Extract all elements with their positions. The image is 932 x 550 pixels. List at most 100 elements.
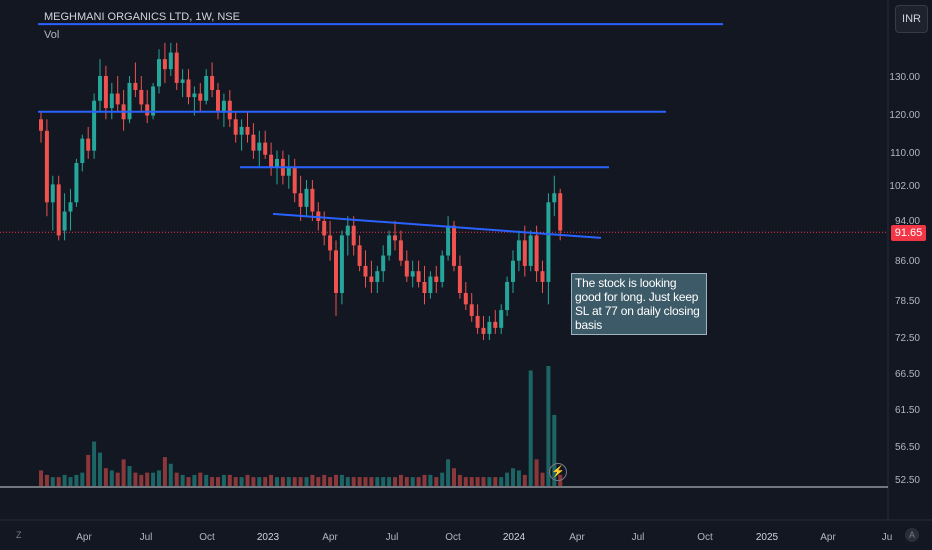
y-axis-tick-label: 61.50 xyxy=(895,405,920,416)
volume-bar xyxy=(522,474,527,486)
candle-body xyxy=(310,188,315,212)
candle-body xyxy=(410,271,415,277)
candle-body xyxy=(275,158,279,168)
volume-bar xyxy=(546,366,551,486)
volume-bar xyxy=(180,474,185,486)
volume-bar xyxy=(198,472,203,486)
volume-bar xyxy=(168,463,173,486)
candle-body xyxy=(198,93,203,101)
volume-bar xyxy=(534,459,539,486)
volume-bar xyxy=(50,477,55,486)
volume-bar xyxy=(416,477,421,486)
volume-bar xyxy=(351,477,356,486)
x-axis-tick-label: 2025 xyxy=(756,532,779,543)
volume-bar xyxy=(157,470,161,486)
candle-body xyxy=(463,293,468,305)
volume-bar xyxy=(328,477,333,486)
candle-body xyxy=(62,211,67,231)
candle-body xyxy=(269,154,274,168)
candle-body xyxy=(245,126,250,135)
candle-body xyxy=(499,310,504,328)
candle-body xyxy=(204,76,209,101)
volume-bar xyxy=(92,441,97,486)
x-axis-tick-label: Jul xyxy=(632,532,645,543)
volume-bar xyxy=(316,477,321,486)
volume-bar xyxy=(469,477,474,486)
currency-button[interactable]: INR xyxy=(895,5,928,33)
volume-bar xyxy=(481,477,486,486)
volume-bar xyxy=(440,472,445,486)
volume-bar xyxy=(286,477,291,486)
candle-body xyxy=(186,79,191,98)
volume-bar xyxy=(227,474,232,486)
x-axis-tick-label: 2023 xyxy=(257,532,280,543)
candle-body xyxy=(558,193,563,231)
candle-body xyxy=(398,240,403,261)
volume-bar xyxy=(446,459,451,486)
candle-body xyxy=(133,82,138,90)
zoom-corner-label[interactable]: Z xyxy=(16,530,22,540)
volume-bar xyxy=(505,472,510,486)
x-axis-tick-label: Apr xyxy=(322,532,338,543)
candle-body xyxy=(534,235,539,272)
volume-bar xyxy=(552,414,557,486)
candle-body xyxy=(180,79,185,83)
candle-body xyxy=(157,59,161,87)
candle-body xyxy=(351,225,356,246)
candle-body xyxy=(92,100,97,151)
y-axis-tick-label: 102.00 xyxy=(889,181,920,192)
volume-bar xyxy=(516,470,521,486)
candle-body xyxy=(522,240,527,266)
volume-bar xyxy=(186,477,191,486)
candle-body xyxy=(357,245,362,266)
candle-body xyxy=(428,276,433,294)
volume-bar xyxy=(257,477,262,486)
volume-bar xyxy=(162,457,167,486)
volume-bar xyxy=(463,477,468,486)
volume-bar xyxy=(280,477,285,486)
volume-bar xyxy=(457,474,462,486)
candle-body xyxy=(475,315,480,328)
candle-body xyxy=(516,240,521,261)
volume-bar xyxy=(251,477,256,486)
volume-bar xyxy=(86,454,91,486)
volume-bar xyxy=(145,472,150,486)
volume-bar xyxy=(345,477,350,486)
text-annotation[interactable]: The stock is looking good for long. Just… xyxy=(571,273,707,335)
volume-bar xyxy=(428,474,433,486)
candle-body xyxy=(322,220,327,236)
candle-body xyxy=(381,255,386,272)
auto-scale-button[interactable]: A xyxy=(905,528,919,542)
volume-bar xyxy=(475,477,480,486)
volume-bar xyxy=(127,466,132,486)
volume-bar xyxy=(233,477,238,486)
x-axis-tick-label: Ju xyxy=(882,532,893,543)
volume-bar xyxy=(375,477,380,486)
candle-body xyxy=(251,134,256,151)
volume-bar xyxy=(68,477,73,486)
candle-body xyxy=(233,119,238,135)
y-axis-tick-label: 56.50 xyxy=(895,442,920,453)
x-axis-tick-label: Oct xyxy=(199,532,215,543)
volume-bar xyxy=(339,474,344,486)
volume-bar xyxy=(239,477,244,486)
candle-body xyxy=(375,271,380,282)
candle-body xyxy=(103,76,108,109)
volume-bar xyxy=(452,468,456,486)
volume-bar xyxy=(493,477,498,486)
candle-body xyxy=(546,202,551,282)
candle-body xyxy=(440,255,445,282)
x-axis-tick-label: Oct xyxy=(697,532,713,543)
candle-body xyxy=(263,142,268,155)
volume-bar xyxy=(39,470,43,486)
lightning-icon[interactable]: ⚡ xyxy=(549,463,567,481)
candle-body xyxy=(127,82,132,120)
volume-bar xyxy=(133,472,138,486)
x-axis-tick-label: Apr xyxy=(820,532,836,543)
volume-bar xyxy=(245,474,250,486)
candle-body xyxy=(257,142,262,151)
volume-bar xyxy=(115,472,120,486)
